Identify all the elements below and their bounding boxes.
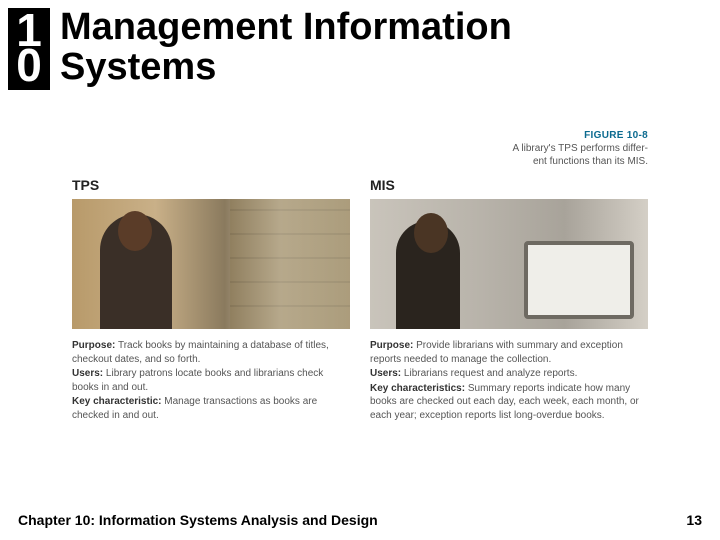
tps-users-text: Library patrons locate books and librari… <box>72 368 323 393</box>
title-line-2: Systems <box>60 48 512 88</box>
title-line-1: Management Information <box>60 8 512 48</box>
mis-key-label: Key characteristics: <box>370 383 465 394</box>
tps-users-label: Users: <box>72 368 103 379</box>
mis-column: MIS Purpose: Provide librarians with sum… <box>370 177 648 423</box>
mis-users-label: Users: <box>370 368 401 379</box>
slide-header: 1 0 Management Information Systems <box>0 0 720 90</box>
figure-area: FIGURE 10-8 A library's TPS performs dif… <box>72 130 648 423</box>
mis-heading: MIS <box>370 177 648 193</box>
mis-purpose-label: Purpose: <box>370 340 413 351</box>
figure-caption-line-1: A library's TPS performs differ- <box>72 143 648 154</box>
chapter-number-badge: 1 0 <box>8 8 50 90</box>
tps-person-head-graphic <box>118 211 152 251</box>
tps-heading: TPS <box>72 177 350 193</box>
figure-caption-block: FIGURE 10-8 A library's TPS performs dif… <box>72 130 648 167</box>
mis-description: Purpose: Provide librarians with summary… <box>370 339 648 423</box>
tps-purpose-label: Purpose: <box>72 340 115 351</box>
mis-monitor-graphic <box>524 241 634 319</box>
figure-number: FIGURE 10-8 <box>72 130 648 141</box>
tps-description: Purpose: Track books by maintaining a da… <box>72 339 350 423</box>
tps-photo <box>72 199 350 329</box>
mis-person-head-graphic <box>414 213 448 253</box>
slide-footer: Chapter 10: Information Systems Analysis… <box>0 512 720 528</box>
tps-key-label: Key characteristic: <box>72 396 162 407</box>
comparison-columns: TPS Purpose: Track books by maintaining … <box>72 177 648 423</box>
page-number: 13 <box>686 512 702 528</box>
footer-chapter-text: Chapter 10: Information Systems Analysis… <box>18 512 378 528</box>
mis-photo <box>370 199 648 329</box>
figure-caption-line-2: ent functions than its MIS. <box>72 156 648 167</box>
mis-users-text: Librarians request and analyze reports. <box>404 368 577 379</box>
slide-title: Management Information Systems <box>60 8 512 88</box>
chapter-digit-2: 0 <box>16 45 42 86</box>
tps-bookshelf-graphic <box>230 199 350 329</box>
tps-column: TPS Purpose: Track books by maintaining … <box>72 177 350 423</box>
